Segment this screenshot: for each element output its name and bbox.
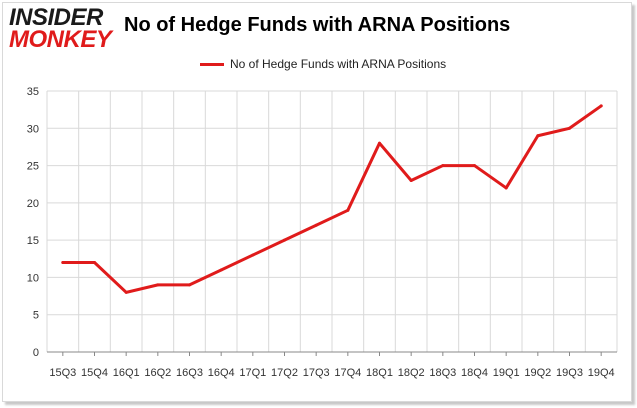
y-tick-label: 10	[27, 272, 39, 284]
y-tick-label: 35	[27, 86, 39, 98]
y-tick-label: 15	[27, 235, 39, 247]
data-point	[61, 261, 65, 265]
data-point	[536, 134, 540, 138]
chart-frame	[2, 2, 632, 402]
chart-title: No of Hedge Funds with ARNA Positions	[124, 14, 511, 36]
logo-line-1: INSIDER	[9, 4, 103, 31]
data-point	[473, 164, 476, 168]
x-tick-label: 16Q1	[113, 367, 140, 379]
grid-layer	[46, 90, 618, 352]
axis-layer	[47, 351, 617, 356]
logo-line-2: MONKEY	[9, 26, 112, 53]
legend-swatch	[200, 62, 224, 66]
label-layer: 0 5 10 15 20 25 30 35 15Q3 15Q4 16Q1 16Q2 16Q3 16Q4 17…	[27, 86, 615, 379]
data-point	[409, 178, 413, 182]
series-layer	[61, 104, 603, 294]
data-point	[188, 283, 191, 287]
x-tick-label: 19Q2	[524, 367, 551, 379]
data-point	[93, 261, 96, 265]
x-tick-label: 19Q1	[493, 367, 520, 379]
x-tick-label: 16Q4	[208, 367, 235, 379]
y-tick-label: 0	[33, 347, 39, 359]
y-tick-label: 25	[27, 161, 39, 173]
data-point	[599, 104, 603, 108]
series-line	[61, 104, 603, 294]
x-tick-label: 15Q4	[81, 367, 108, 379]
data-point	[219, 268, 223, 272]
data-point	[378, 141, 381, 145]
data-point	[124, 290, 128, 294]
x-tick-label: 17Q2	[271, 367, 298, 379]
y-tick-label: 5	[33, 310, 39, 322]
x-tick-label: 18Q4	[461, 367, 488, 379]
x-tick-label: 18Q2	[398, 367, 425, 379]
x-tick-label: 19Q3	[556, 367, 583, 379]
x-tick-label: 18Q1	[366, 367, 393, 379]
y-tick-label: 30	[27, 123, 39, 135]
data-point	[346, 208, 350, 212]
legend-label: No of Hedge Funds with ARNA Positions	[230, 57, 447, 71]
x-tick-label: 17Q1	[239, 367, 266, 379]
y-tick-label: 20	[27, 198, 39, 210]
data-point	[568, 126, 571, 130]
data-point	[314, 223, 318, 227]
chart-legend: No of Hedge Funds with ARNA Positions	[200, 56, 446, 72]
data-point	[251, 253, 255, 257]
x-tick-label: 19Q4	[588, 367, 615, 379]
data-point	[441, 164, 445, 168]
data-point	[504, 186, 508, 190]
insider-monkey-logo: INSIDER MONKEY	[9, 6, 119, 54]
x-tick-label: 16Q2	[144, 367, 171, 379]
x-tick-label: 16Q3	[176, 367, 203, 379]
data-point	[283, 238, 286, 242]
data-point	[156, 283, 160, 287]
x-tick-label: 18Q3	[429, 367, 456, 379]
x-tick-label: 17Q4	[334, 367, 361, 379]
x-tick-label: 17Q3	[303, 367, 330, 379]
x-tick-label: 15Q3	[49, 367, 76, 379]
